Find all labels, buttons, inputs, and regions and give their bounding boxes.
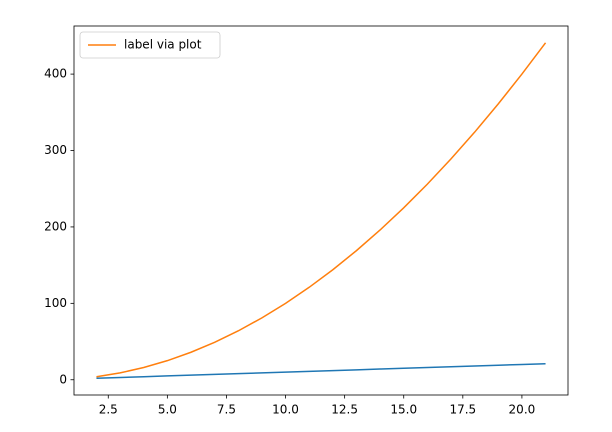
x-tick-label: 15.0 [390,403,417,417]
x-tick-label: 5.0 [158,403,177,417]
x-tick-label: 17.5 [449,403,476,417]
line-series [96,362,546,379]
x-tick-label: 12.5 [331,403,358,417]
x-tick-label: 7.5 [217,403,236,417]
x-tick-label: 10.0 [272,403,299,417]
y-tick-label: 300 [44,143,67,157]
legend-box [79,31,221,59]
line-series [96,42,547,378]
plot-frame [73,25,569,396]
y-tick-label: 100 [44,296,67,310]
y-tick-label: 200 [44,219,67,233]
x-tick-label: 20.0 [509,403,536,417]
y-tick-label: 0 [59,372,67,386]
y-tick-label: 400 [44,67,67,81]
legend-label: label via plot [124,38,202,52]
x-tick-label: 2.5 [99,403,118,417]
